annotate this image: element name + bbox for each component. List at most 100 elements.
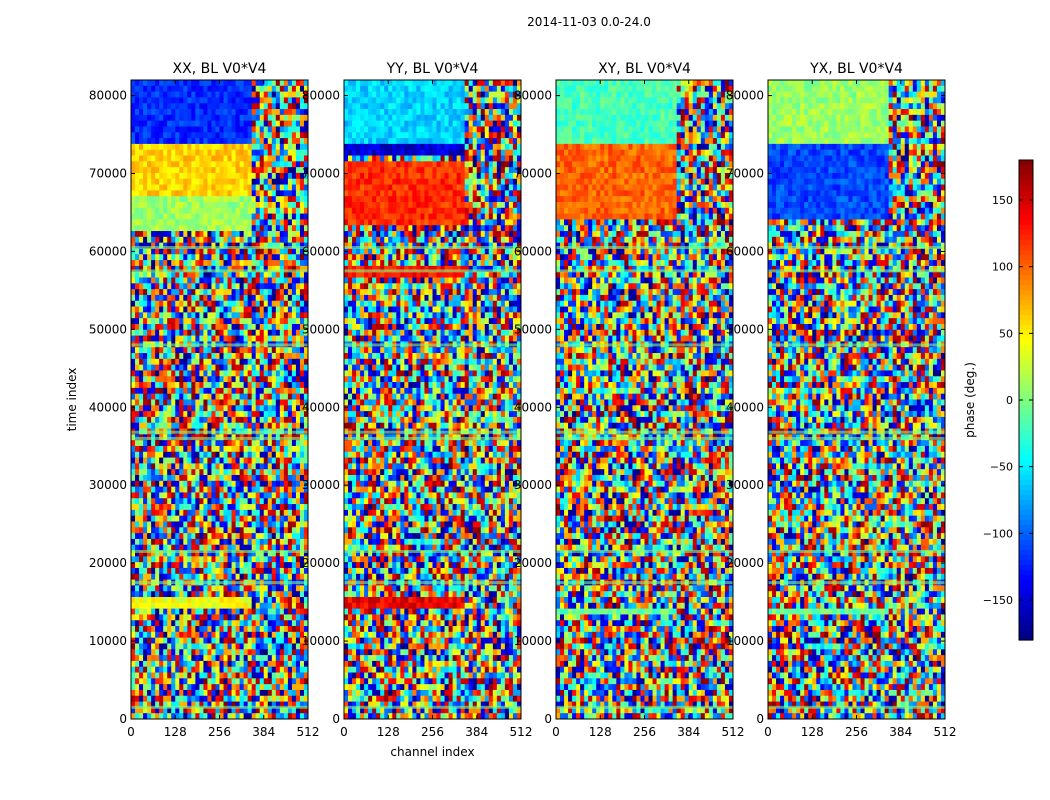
heatmap-cell — [259, 114, 265, 122]
heatmap-cell — [203, 637, 209, 645]
heatmap-cell — [299, 626, 305, 633]
heatmap-cell — [195, 167, 200, 174]
heatmap-cell — [195, 597, 200, 604]
heatmap-cell — [147, 347, 152, 354]
heatmap-cell — [179, 504, 184, 511]
heatmap-cell — [159, 451, 164, 459]
heatmap-cell — [219, 306, 225, 313]
heatmap-cell — [179, 260, 184, 267]
heatmap-cell — [187, 376, 192, 383]
heatmap-cell — [283, 364, 289, 372]
heatmap-cell — [231, 707, 237, 714]
heatmap-cell — [139, 80, 144, 87]
heatmap-cell — [167, 533, 172, 540]
heatmap-cell — [295, 289, 301, 296]
heatmap-cell — [259, 463, 265, 470]
heatmap-cell — [135, 585, 140, 592]
heatmap-cell — [179, 660, 184, 668]
heatmap-cell — [151, 248, 156, 255]
heatmap-cell — [139, 649, 144, 656]
heatmap-cell — [516, 85, 521, 93]
heatmap-cell — [211, 172, 217, 180]
heatmap-cell — [364, 91, 369, 99]
heatmap-cell — [135, 550, 140, 557]
heatmap-cell — [271, 294, 277, 302]
heatmap-cell — [215, 475, 221, 482]
heatmap-cell — [135, 283, 140, 290]
heatmap-cell — [223, 347, 229, 354]
heatmap-cell — [279, 167, 285, 174]
heatmap-cell — [271, 550, 277, 557]
heatmap-cell — [211, 463, 217, 470]
heatmap-cell — [231, 597, 237, 604]
heatmap-cell — [263, 358, 269, 366]
heatmap-cell — [135, 567, 140, 575]
heatmap-cell — [231, 486, 237, 494]
heatmap-cell — [291, 225, 297, 232]
heatmap-cell — [231, 254, 237, 261]
heatmap-cell — [143, 335, 148, 343]
heatmap-cell — [239, 602, 245, 610]
heatmap-cell — [171, 114, 176, 122]
heatmap-cell — [275, 167, 281, 174]
heatmap-cell — [175, 289, 180, 296]
heatmap-cell — [251, 411, 257, 418]
heatmap-cell — [199, 318, 205, 325]
heatmap-cell — [267, 585, 273, 592]
heatmap-cell — [131, 597, 136, 604]
heatmap-cell — [223, 289, 229, 296]
heatmap-cell — [151, 143, 156, 151]
heatmap-cell — [291, 167, 297, 174]
heatmap-cell — [243, 695, 249, 703]
heatmap-cell — [279, 114, 285, 122]
heatmap-cell — [299, 219, 305, 226]
heatmap-cell — [211, 109, 217, 116]
heatmap-cell — [287, 207, 293, 215]
heatmap-cell — [199, 114, 205, 122]
heatmap-cell — [211, 457, 217, 464]
heatmap-cell — [139, 120, 144, 128]
heatmap-cell — [287, 655, 293, 662]
heatmap-cell — [299, 196, 305, 203]
heatmap-cell — [175, 597, 180, 604]
heatmap-cell — [139, 294, 144, 302]
heatmap-cell — [207, 97, 213, 104]
heatmap-cell — [147, 323, 152, 331]
heatmap-cell — [167, 132, 172, 139]
heatmap-cell — [139, 265, 144, 273]
heatmap-cell — [131, 701, 136, 708]
heatmap-cell — [239, 509, 245, 517]
heatmap-cell — [171, 457, 176, 464]
heatmap-cell — [247, 672, 253, 679]
heatmap-cell — [223, 445, 229, 453]
heatmap-cell — [227, 498, 233, 505]
heatmap-cell — [235, 486, 241, 494]
heatmap-cell — [275, 399, 281, 406]
heatmap-cell — [211, 631, 217, 639]
heatmap-cell — [219, 480, 225, 488]
heatmap-cell — [151, 126, 156, 133]
heatmap-cell — [155, 242, 160, 250]
heatmap-cell — [171, 637, 176, 645]
heatmap-cell — [259, 103, 265, 110]
heatmap-cell — [303, 556, 308, 563]
heatmap-cell — [283, 329, 289, 337]
heatmap-cell — [147, 178, 152, 186]
heatmap-cell — [299, 236, 305, 244]
heatmap-cell — [163, 364, 168, 372]
heatmap-cell — [223, 469, 229, 476]
heatmap-cell — [255, 335, 261, 343]
heatmap-cell — [235, 376, 241, 383]
heatmap-cell — [179, 254, 184, 261]
heatmap-cell — [287, 567, 293, 575]
heatmap-cell — [203, 219, 209, 226]
heatmap-cell — [183, 562, 188, 569]
heatmap-cell — [263, 376, 269, 383]
heatmap-cell — [187, 283, 192, 290]
heatmap-cell — [147, 260, 152, 267]
heatmap-cell — [135, 201, 140, 209]
heatmap-cell — [195, 323, 200, 331]
heatmap-cell — [171, 480, 176, 488]
heatmap-cell — [175, 91, 180, 99]
heatmap-cell — [199, 620, 205, 627]
